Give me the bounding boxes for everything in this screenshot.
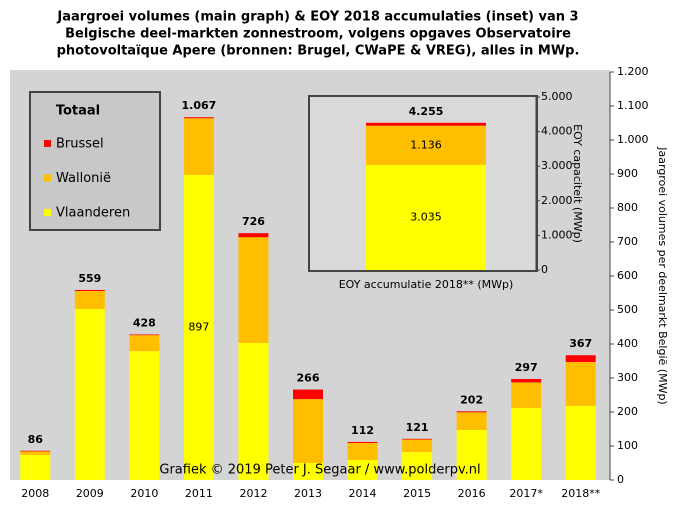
- x-tick-label: 2013: [294, 487, 322, 500]
- value-label: 1.136: [410, 138, 442, 151]
- legend-label: Brussel: [56, 137, 104, 152]
- y-tick-label: 300: [617, 371, 638, 384]
- bar-segment: [183, 175, 214, 480]
- y-axis-label: EOY capaciteit (MWp): [571, 124, 584, 243]
- bar-segment: [74, 289, 105, 291]
- bar-segment: [129, 351, 160, 480]
- y-tick-label: 400: [617, 337, 638, 350]
- bar-segment: [402, 452, 433, 480]
- bar-segment: [238, 233, 269, 238]
- legend-swatch: [44, 140, 51, 147]
- x-tick-label: EOY accumulatie 2018** (MWp): [339, 278, 514, 291]
- total-label: 121: [406, 421, 429, 434]
- bar-segment: [347, 442, 378, 460]
- y-tick-label: 1.000: [617, 133, 649, 146]
- chart-title: Jaargroei volumes (main graph) & EOY 201…: [56, 10, 578, 25]
- x-tick-label: 2011: [185, 487, 213, 500]
- bar-segment: [511, 407, 542, 480]
- credit: Grafiek © 2019 Peter J. Segaar / www.pol…: [159, 463, 480, 478]
- chart-title: Belgische deel-markten zonnestroom, volg…: [65, 27, 571, 42]
- bar-segment: [238, 237, 269, 343]
- total-label: 1.067: [182, 99, 217, 112]
- bar-segment: [238, 342, 269, 480]
- x-tick-label: 2017*: [509, 487, 543, 500]
- bar-segment: [20, 451, 51, 455]
- legend-title: Totaal: [56, 104, 100, 119]
- y-tick-label: 1.100: [617, 99, 649, 112]
- total-label: 86: [28, 433, 44, 446]
- total-label: 726: [242, 215, 265, 228]
- y-tick-label: 800: [617, 201, 638, 214]
- y-tick-label: 900: [617, 167, 638, 180]
- bar-segment: [129, 334, 160, 336]
- x-tick-label: 2016: [458, 487, 486, 500]
- bar-segment: [366, 125, 486, 165]
- bar-segment: [456, 430, 487, 480]
- total-label: 112: [351, 424, 374, 437]
- bar-segment: [402, 438, 433, 440]
- chart-title: photovoltaïque Apere (bronnen: Brugel, C…: [57, 44, 580, 59]
- y-tick-label: 3.000: [541, 159, 573, 172]
- y-tick-label: 4.000: [541, 125, 573, 138]
- x-tick-label: 2018**: [561, 487, 600, 500]
- bar-segment: [511, 379, 542, 383]
- bar-segment: [565, 355, 596, 363]
- y-axis-label: Jaargroei volumes per deelmarkt België (…: [656, 146, 669, 404]
- total-label: 428: [133, 316, 156, 329]
- total-label: 266: [297, 372, 320, 385]
- x-tick-label: 2010: [130, 487, 158, 500]
- legend-swatch: [44, 174, 51, 182]
- bar-segment: [183, 118, 214, 176]
- bar-segment: [74, 290, 105, 309]
- y-tick-label: 600: [617, 269, 638, 282]
- total-label: 297: [515, 361, 538, 374]
- x-tick-label: 2015: [403, 487, 431, 500]
- value-label: 3.035: [410, 210, 442, 223]
- y-tick-label: 200: [617, 405, 638, 418]
- total-label: 367: [569, 337, 592, 350]
- bar-segment: [366, 122, 486, 126]
- y-tick-label: 0: [617, 473, 624, 486]
- bar-segment: [347, 441, 378, 443]
- total-label: 559: [78, 272, 101, 285]
- y-tick-label: 5.000: [541, 90, 573, 103]
- y-tick-label: 100: [617, 439, 638, 452]
- y-tick-label: 700: [617, 235, 638, 248]
- x-tick-label: 2014: [349, 487, 377, 500]
- y-tick-label: 1.200: [617, 65, 649, 78]
- bar-segment: [20, 454, 51, 480]
- bar-segment: [565, 362, 596, 406]
- y-tick-label: 0: [541, 263, 548, 276]
- value-label: 897: [188, 321, 209, 334]
- bar-segment: [366, 164, 486, 270]
- bar-segment: [565, 405, 596, 480]
- bar-segment: [293, 463, 323, 480]
- bar-segment: [293, 389, 323, 400]
- bar-segment: [456, 412, 487, 431]
- total-label: 4.255: [409, 105, 444, 118]
- bar-segment: [129, 335, 160, 352]
- x-tick-label: 2009: [76, 487, 104, 500]
- y-tick-label: 1.000: [541, 228, 573, 241]
- bar-segment: [511, 382, 542, 408]
- y-tick-label: 2.000: [541, 194, 573, 207]
- bar-segment: [74, 308, 105, 480]
- bar-segment: [456, 411, 487, 413]
- x-tick-label: 2012: [239, 487, 267, 500]
- x-tick-label: 2008: [21, 487, 49, 500]
- bar-segment: [293, 399, 323, 463]
- legend-swatch: [44, 209, 51, 216]
- total-label: 202: [460, 393, 483, 406]
- legend-label: Wallonië: [56, 171, 111, 186]
- bar-segment: [183, 117, 214, 119]
- legend-label: Vlaanderen: [56, 206, 130, 221]
- y-tick-label: 500: [617, 303, 638, 316]
- bar-segment: [402, 439, 433, 453]
- legend-box: [29, 91, 161, 231]
- bar-segment: [347, 459, 378, 480]
- bar-segment: [20, 450, 51, 452]
